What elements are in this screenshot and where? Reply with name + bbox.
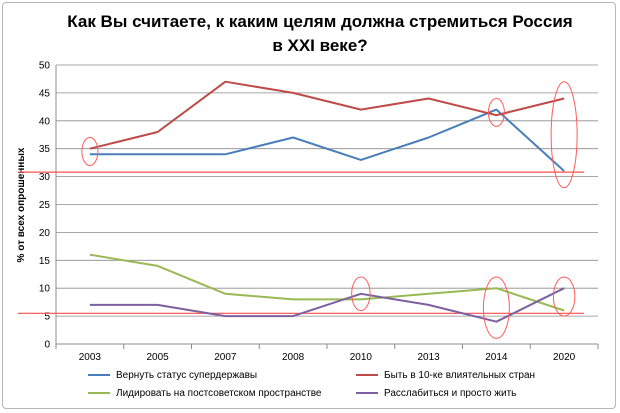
x-tick-label: 2007 bbox=[214, 352, 237, 363]
highlight-ellipse bbox=[487, 97, 505, 127]
x-tick-label: 2003 bbox=[79, 352, 102, 363]
y-tick-label: 30 bbox=[39, 172, 51, 183]
highlight-ellipse bbox=[81, 137, 99, 166]
series-lines bbox=[89, 80, 565, 323]
x-tick-label: 2014 bbox=[485, 352, 508, 363]
legend-label-2: Быть в 10-ке влиятельных стран bbox=[384, 370, 535, 381]
legend-label-1: Вернуть статус супердержавы bbox=[116, 370, 257, 381]
chart-frame bbox=[2, 2, 616, 409]
reference-lines bbox=[18, 171, 584, 314]
y-tick-label: 0 bbox=[44, 340, 50, 351]
x-tick-label: 2008 bbox=[282, 352, 305, 363]
series-line-4 bbox=[89, 287, 565, 323]
highlight-ellipse bbox=[550, 81, 578, 189]
x-tick-label: 2005 bbox=[147, 352, 170, 363]
series-line-2 bbox=[89, 80, 565, 150]
y-tick-label: 35 bbox=[39, 144, 51, 155]
highlight-ellipse bbox=[482, 276, 510, 339]
y-axis-label: % от всех опрошенных bbox=[16, 147, 27, 262]
y-tick-label: 40 bbox=[39, 116, 51, 127]
y-tick-label: 5 bbox=[44, 312, 50, 323]
chart-title-line-1: Как Вы считаете, к каким целям должна ст… bbox=[67, 12, 572, 31]
x-tick-label: 2013 bbox=[418, 352, 441, 363]
chart-title-line-2: в XXI веке? bbox=[272, 36, 367, 55]
legend-label-4: Расслабиться и просто жить bbox=[384, 387, 516, 399]
y-tick-label: 45 bbox=[39, 88, 51, 99]
highlight-ellipse bbox=[552, 276, 576, 317]
legend: Вернуть статус супердержавы Быть в 10-ке … bbox=[88, 370, 535, 399]
highlight-ellipses bbox=[81, 81, 578, 339]
x-tick-label: 2020 bbox=[553, 352, 576, 363]
series-line-1 bbox=[89, 108, 565, 172]
y-tick-label: 15 bbox=[39, 256, 51, 267]
y-tick-label: 50 bbox=[39, 61, 51, 72]
x-tick-label: 2010 bbox=[350, 352, 373, 363]
axes: 0 5 10 15 20 25 30 35 40 45 50 2003 2005 2007 2008 2010… bbox=[39, 61, 599, 363]
y-tick-label: 20 bbox=[39, 228, 51, 239]
series-line-3 bbox=[89, 253, 565, 312]
y-tick-label: 25 bbox=[39, 200, 51, 211]
gridlines bbox=[56, 64, 598, 317]
highlight-ellipse bbox=[351, 276, 371, 312]
legend-label-3: Лидировать на постсоветском пространстве bbox=[116, 388, 322, 399]
y-tick-label: 10 bbox=[39, 284, 51, 295]
